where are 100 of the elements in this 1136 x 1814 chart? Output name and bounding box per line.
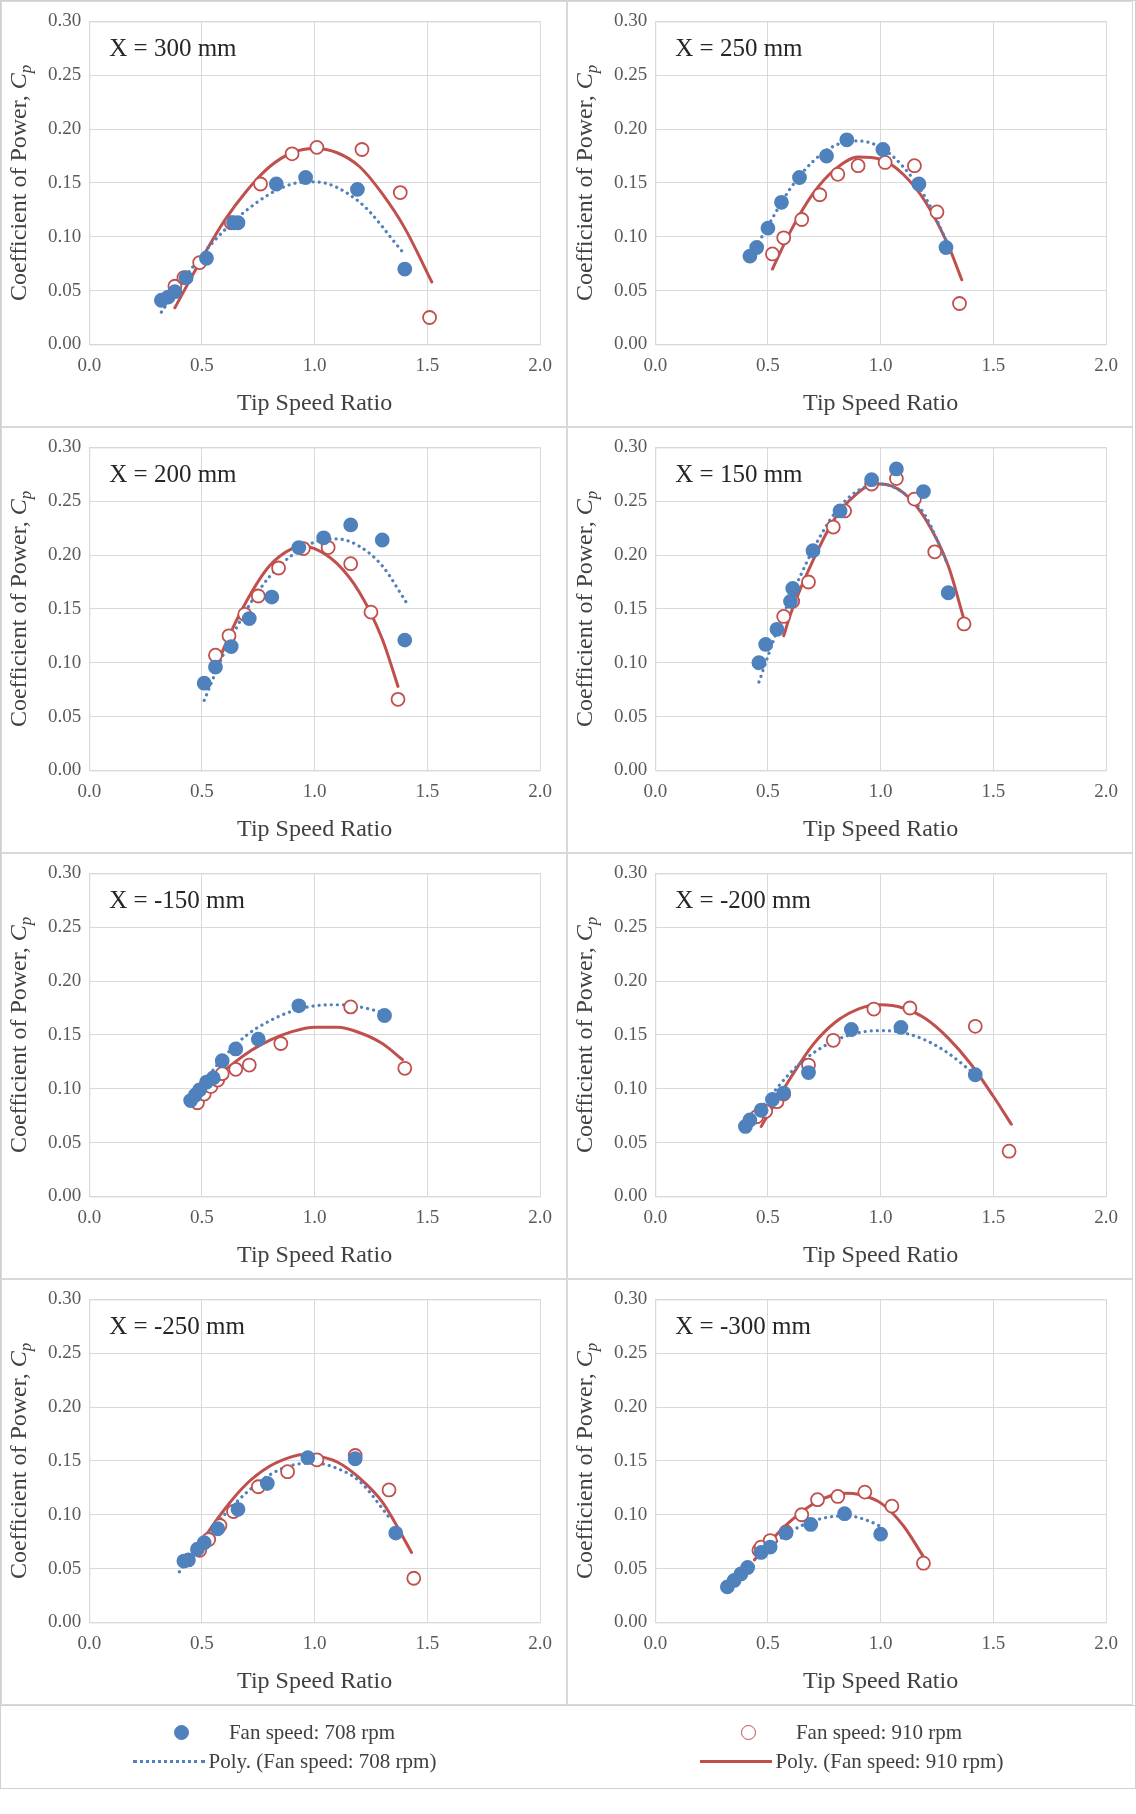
point: [208, 659, 223, 675]
x-tick-label: 1.5: [415, 1205, 440, 1227]
y-tick-label: 0.00: [614, 758, 648, 780]
point: [271, 560, 286, 576]
x-tick-label: 0.5: [190, 1631, 214, 1653]
x-tick-label: 1.0: [302, 353, 327, 375]
x-tick-label: 0.0: [643, 779, 668, 801]
point: [250, 1031, 266, 1047]
point: [1001, 1143, 1017, 1159]
y-tick-label: 0.05: [614, 704, 648, 726]
y-tick-label: 0.05: [614, 1556, 648, 1578]
y-tick-label: 0.10: [614, 224, 648, 246]
y-tick-label: 0.30: [614, 9, 648, 31]
point: [196, 1535, 212, 1551]
x-tick-label: 0.0: [77, 353, 102, 375]
y-tick-label: 0.05: [48, 1556, 82, 1578]
y-tick-label: 0.25: [48, 489, 82, 511]
point: [343, 517, 359, 533]
y-tick-label: 0.15: [48, 596, 82, 618]
point: [819, 148, 834, 164]
y-tick-label: 0.15: [48, 1448, 82, 1470]
point: [907, 158, 922, 174]
point: [839, 132, 855, 148]
y-tick-label: 0.15: [614, 170, 648, 192]
y-tick-label: 0.30: [48, 1287, 82, 1309]
y-tick-label: 0.20: [614, 969, 648, 991]
point: [392, 185, 408, 200]
point: [776, 609, 792, 624]
y-axis-title: Coefficient of Power, Cp: [5, 916, 36, 1154]
y-tick-label: 0.20: [614, 117, 648, 139]
y-tick-label: 0.00: [614, 332, 648, 354]
x-tick-label: 1.0: [302, 779, 327, 801]
y-tick-label: 0.25: [48, 915, 82, 937]
x-tick-label: 2.0: [528, 1205, 552, 1227]
point: [916, 1555, 931, 1571]
x-tick-label: 1.5: [415, 1631, 440, 1653]
y-axis-title: Coefficient of Power, Cp: [5, 1342, 36, 1580]
point: [967, 1067, 983, 1083]
x-tick-label: 2.0: [1094, 353, 1118, 375]
legend-label: Poly. (Fan speed: 910 rpm): [775, 1749, 1004, 1774]
point: [268, 176, 284, 192]
point: [253, 176, 268, 192]
y-axis-title: Coefficient of Power, Cp: [5, 490, 36, 728]
y-tick-label: 0.00: [48, 1184, 82, 1206]
y-tick-label: 0.25: [48, 1341, 82, 1363]
point: [774, 194, 789, 210]
point: [877, 155, 893, 170]
y-tick-label: 0.30: [614, 435, 648, 457]
point: [916, 484, 931, 499]
x-axis-title: Tip Speed Ratio: [237, 1666, 393, 1693]
point: [397, 1060, 413, 1076]
point: [765, 1092, 780, 1107]
point: [354, 142, 370, 157]
y-tick-label: 0.00: [614, 1184, 648, 1206]
text: X = -300 mm: [675, 1311, 812, 1339]
x-tick-label: 0.0: [77, 1631, 102, 1653]
point: [196, 675, 212, 691]
point: [343, 999, 359, 1015]
x-tick-label: 0.5: [756, 1205, 780, 1227]
x-tick-label: 1.5: [981, 1631, 1006, 1653]
point: [830, 1489, 846, 1504]
x-tick-label: 1.5: [981, 1205, 1006, 1227]
point: [740, 1560, 756, 1575]
y-tick-label: 0.15: [614, 596, 648, 618]
y-tick-label: 0.10: [614, 650, 648, 672]
y-tick-label: 0.20: [614, 543, 648, 565]
x-tick-label: 2.0: [1094, 1631, 1118, 1653]
point: [210, 1521, 226, 1537]
point: [940, 585, 956, 601]
x-tick-label: 0.5: [756, 779, 780, 801]
y-tick-label: 0.25: [48, 63, 82, 85]
x-tick-label: 0.0: [643, 353, 668, 375]
x-tick-label: 1.5: [981, 779, 1006, 801]
point: [214, 1053, 230, 1069]
point: [363, 604, 379, 620]
x-tick-label: 1.0: [868, 779, 893, 801]
point: [776, 230, 792, 246]
y-tick-label: 0.10: [48, 224, 82, 246]
point: [377, 1008, 392, 1023]
y-tick-label: 0.10: [614, 1502, 648, 1524]
point: [390, 691, 406, 707]
x-tick-label: 0.5: [190, 779, 214, 801]
point: [760, 220, 776, 236]
x-axis-title: Tip Speed Ratio: [237, 1240, 393, 1267]
x-tick-label: 2.0: [1094, 779, 1118, 801]
point: [911, 176, 927, 192]
point: [350, 181, 365, 197]
point: [769, 621, 785, 637]
y-tick-label: 0.10: [614, 1076, 648, 1098]
point: [794, 1507, 810, 1523]
x-tick-label: 0.5: [190, 353, 214, 375]
point: [794, 212, 810, 227]
x-tick-label: 1.5: [981, 353, 1006, 375]
y-tick-label: 0.15: [614, 1448, 648, 1470]
y-tick-label: 0.30: [48, 435, 82, 457]
point: [228, 1041, 244, 1057]
point: [280, 1464, 295, 1480]
point: [753, 1102, 769, 1118]
y-tick-label: 0.20: [48, 543, 82, 565]
point: [273, 1036, 289, 1051]
